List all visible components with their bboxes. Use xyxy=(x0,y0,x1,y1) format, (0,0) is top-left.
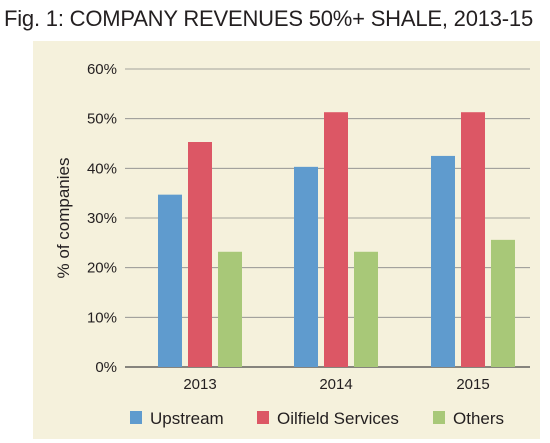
legend: Upstream Oilfield Services Others xyxy=(130,409,504,428)
x-tick-label: 2013 xyxy=(183,376,216,393)
bar-oilfield-services-2015 xyxy=(461,112,485,368)
x-tick-label: 2015 xyxy=(456,376,489,393)
bar-oilfield-services-2013 xyxy=(188,142,212,367)
y-tick-label: 0% xyxy=(95,359,117,376)
legend-swatch xyxy=(433,411,445,424)
legend-label: Oilfield Services xyxy=(277,409,399,428)
y-tick-label: 20% xyxy=(87,260,117,277)
y-tick-label: 40% xyxy=(87,160,117,177)
y-tick-label: 60% xyxy=(87,61,117,78)
legend-swatch xyxy=(257,411,269,424)
y-tick-label: 30% xyxy=(87,210,117,227)
legend-swatch xyxy=(130,411,142,424)
y-axis-title: % of companies xyxy=(54,158,73,279)
bar-upstream-2013 xyxy=(158,194,182,367)
bar-upstream-2014 xyxy=(294,166,318,367)
bar-chart: 0% 10% 20% 30% 40% 50% 60% 2013 2014 2015 % of c… xyxy=(54,61,530,428)
bar-others-2015 xyxy=(491,239,515,367)
bar-upstream-2015 xyxy=(431,155,455,367)
y-tick-labels: 0% 10% 20% 30% 40% 50% 60% xyxy=(87,61,117,376)
x-tick-labels: 2013 2014 2015 xyxy=(183,376,489,393)
chart-panel: 0% 10% 20% 30% 40% 50% 60% 2013 2014 2015 % of c… xyxy=(33,41,540,439)
bar-others-2014 xyxy=(354,251,378,367)
bar-others-2013 xyxy=(218,251,242,367)
figure-title: Fig. 1: COMPANY REVENUES 50%+ SHALE, 201… xyxy=(4,6,534,31)
x-tick-label: 2014 xyxy=(319,376,352,393)
y-tick-label: 10% xyxy=(87,309,117,326)
bar-oilfield-services-2014 xyxy=(324,112,348,368)
bars xyxy=(158,112,515,368)
legend-label: Upstream xyxy=(150,409,224,428)
y-tick-label: 50% xyxy=(87,111,117,128)
legend-label: Others xyxy=(453,409,504,428)
